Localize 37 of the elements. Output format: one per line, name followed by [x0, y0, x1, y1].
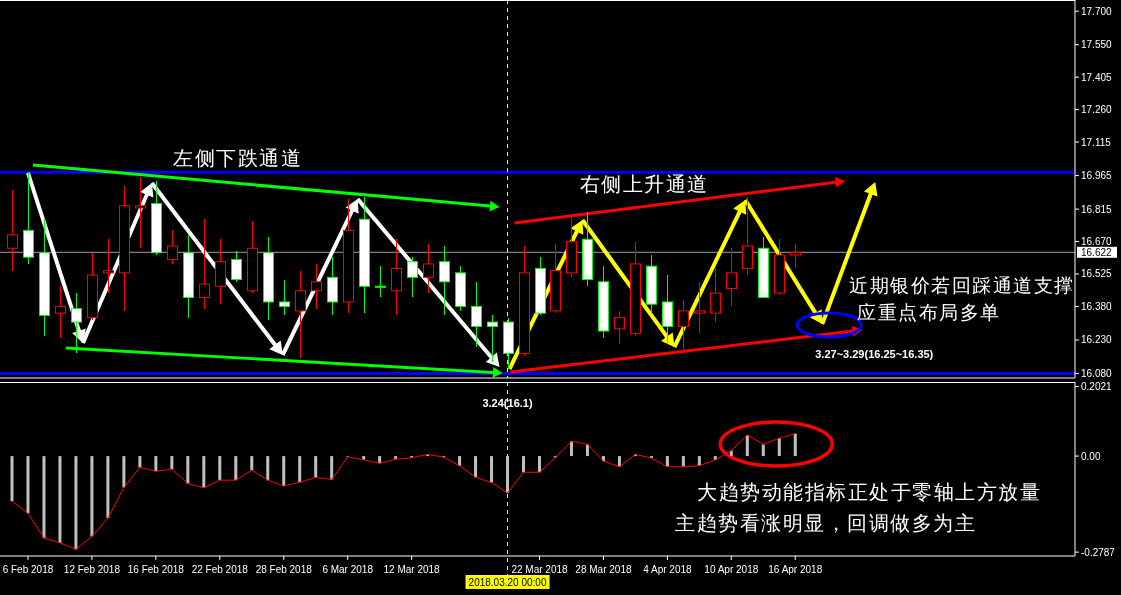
- x-tick-label: 22 Feb 2018: [191, 563, 249, 575]
- annotation: 左侧下跌通道: [173, 147, 303, 169]
- y-tick-label: 17.550: [1081, 39, 1113, 51]
- x-tick-label: 28 Feb 2018: [255, 563, 313, 575]
- annotation: 近期银价若回踩通道支撑: [849, 274, 1075, 296]
- x-tick-label: 4 Apr 2018: [643, 563, 693, 575]
- x-tick-label: 6 Feb 2018: [2, 563, 54, 575]
- x-tick-label: 28 Mar 2018: [575, 563, 632, 575]
- x-tick-label: 16 Feb 2018: [127, 563, 185, 575]
- annotation: 右侧上升通道: [579, 173, 709, 195]
- annotation: 3.27~3.29(16.25~16.35): [815, 348, 934, 360]
- x-tick-label: 22 Mar 2018: [511, 563, 569, 575]
- y-tick-label: 17.115: [1081, 136, 1112, 148]
- y-tick-label: 16.815: [1081, 203, 1113, 215]
- y-tick-label: 0.00: [1081, 450, 1101, 462]
- x-tick-label: 6 Mar 2018: [322, 563, 374, 575]
- y-tick-label: 16.380: [1081, 300, 1113, 312]
- x-tick-label: 12 Feb 2018: [63, 563, 121, 575]
- annotation: 应重点布局多单: [857, 301, 1001, 323]
- x-tick-label: 12 Mar 2018: [383, 563, 441, 575]
- y-tick-label: 16.080: [1081, 368, 1113, 380]
- annotation: 主趋势看涨明显，回调做多为主: [675, 512, 977, 534]
- x-tick-label: 2018.03.20 00:00: [468, 576, 547, 588]
- y-tick-label: 16.965: [1081, 170, 1113, 182]
- y-tick-label: 16.230: [1081, 334, 1113, 346]
- x-tick-label: 10 Apr 2018: [704, 563, 759, 575]
- x-tick-label: 16 Apr 2018: [768, 563, 823, 575]
- y-tick-label: 17.260: [1081, 104, 1113, 116]
- y-tick-label: 17.700: [1081, 5, 1113, 17]
- annotation: 大趋势动能指标正处于零轴上方放量: [697, 481, 1042, 503]
- y-tick-label: 16.525: [1081, 268, 1113, 280]
- y-tick-label: -0.2787: [1081, 546, 1116, 558]
- y-tick-label: 17.405: [1081, 71, 1113, 83]
- ref-line-label: 16.622: [1081, 246, 1113, 258]
- y-tick-label: 16.670: [1081, 236, 1113, 248]
- y-tick-label: 0.2021: [1081, 380, 1113, 392]
- annotation: 3.24(16.1): [482, 397, 533, 409]
